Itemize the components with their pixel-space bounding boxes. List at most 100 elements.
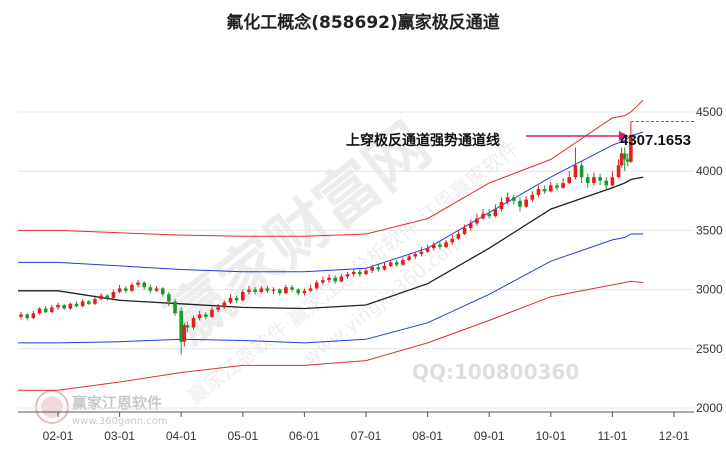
- candle-body: [598, 177, 602, 181]
- candle-body: [204, 314, 208, 317]
- candle-body: [370, 267, 374, 271]
- candle-body: [512, 197, 516, 201]
- candle-body: [364, 270, 368, 275]
- candle-body: [247, 289, 251, 292]
- x-tick-label: 04-01: [166, 429, 197, 443]
- logo-seal-inner-icon: [41, 396, 63, 418]
- candle-body: [622, 153, 627, 160]
- candle-body: [56, 304, 60, 308]
- candle-body: [425, 248, 430, 252]
- x-tick-label: 10-01: [535, 429, 566, 443]
- candle-body: [604, 180, 609, 186]
- candle-body: [50, 307, 54, 313]
- candle-body: [253, 289, 257, 292]
- candle-body: [626, 159, 630, 162]
- candle-body: [567, 177, 572, 184]
- candles: [19, 121, 633, 355]
- candle-body: [616, 165, 621, 178]
- candle-body: [37, 308, 42, 314]
- candle-body: [487, 213, 491, 217]
- y-tick-label: 2000: [696, 401, 723, 415]
- candle-body: [561, 183, 565, 188]
- channel-line-upper-outer: [18, 99, 644, 237]
- candle-body: [99, 295, 103, 300]
- annotation-arrowhead-icon: [618, 131, 629, 141]
- candle-body: [536, 188, 541, 195]
- candle-body: [579, 165, 584, 178]
- candle-body: [111, 291, 116, 298]
- candle-body: [314, 282, 319, 289]
- candle-body: [401, 260, 405, 265]
- candle-body: [241, 291, 245, 301]
- x-tick-label: 12-01: [659, 429, 690, 443]
- candle-body: [80, 301, 85, 307]
- candle-body: [185, 325, 190, 328]
- watermark-layer: 赢家财富网 赢家江恩软件 赢家江恩分析软件 江恩赢家软件 www.yingjia…: [35, 108, 579, 427]
- candle-body: [382, 265, 387, 270]
- candle-body: [431, 244, 436, 249]
- candle-body: [395, 262, 399, 265]
- candle-body: [499, 201, 504, 210]
- candle-body: [339, 276, 344, 282]
- candle-body: [160, 288, 165, 295]
- candle-body: [351, 271, 356, 275]
- candle-body: [444, 242, 448, 247]
- candle-body: [302, 290, 307, 294]
- watermark-qq: QQ:100800360: [412, 360, 579, 384]
- axes: 2000 2500 3000 3500 4000 4500 02-01 03-01 04-01 0…: [18, 105, 723, 443]
- candle-body: [542, 188, 547, 192]
- candle-body: [25, 314, 29, 319]
- y-tick-label: 2500: [696, 342, 723, 356]
- candle-body: [573, 165, 578, 178]
- candle-body: [296, 289, 301, 294]
- candle-body: [530, 194, 535, 200]
- x-tick-label: 02-01: [43, 429, 74, 443]
- candle-body: [333, 277, 337, 282]
- candle-body: [123, 288, 128, 291]
- candle-body: [327, 277, 331, 281]
- grid: [18, 111, 694, 409]
- candle-body: [413, 254, 418, 257]
- candle-body: [182, 325, 187, 342]
- candle-body: [197, 314, 202, 319]
- candle-body: [117, 288, 122, 292]
- candle-body: [462, 228, 467, 234]
- channel-line-middle: [18, 176, 644, 310]
- candle-body: [592, 177, 596, 184]
- candle-body: [271, 289, 276, 291]
- candle-body: [179, 310, 183, 342]
- candle-body: [130, 284, 134, 291]
- candle-body: [87, 301, 91, 304]
- logo-url: www.360gann.com: [72, 416, 168, 427]
- candle-body: [216, 307, 220, 310]
- candle-body: [549, 185, 553, 192]
- y-tick-label: 4500: [696, 105, 723, 119]
- candle-body: [345, 274, 350, 277]
- logo-text: 赢家江恩软件: [72, 394, 162, 412]
- candle-body: [585, 177, 590, 184]
- x-tick-label: 05-01: [227, 429, 258, 443]
- watermark-logo: 赢家江恩软件 www.360gann.com: [35, 390, 168, 427]
- candle-body: [475, 218, 479, 224]
- channel-line-lower-outer: [18, 280, 644, 391]
- candle-body: [228, 297, 233, 303]
- candle-body: [358, 271, 362, 275]
- annotation-layer: 上穿极反通道强势通道线 4307.1653: [346, 120, 694, 149]
- candle-body: [619, 153, 624, 166]
- candle-body: [31, 313, 36, 319]
- candle-body: [629, 134, 633, 162]
- candle-body: [136, 282, 140, 285]
- candle-body: [308, 288, 313, 291]
- channel-lines: [18, 99, 644, 391]
- y-tick-label: 3000: [696, 283, 723, 297]
- annotation-value: 4307.1653: [620, 132, 691, 149]
- candle-body: [468, 223, 473, 229]
- candle-body: [450, 238, 455, 243]
- candle-body: [148, 287, 153, 291]
- candle-body: [481, 213, 485, 219]
- candle-body: [167, 294, 171, 302]
- candle-body: [93, 299, 97, 304]
- candle-body: [74, 303, 79, 307]
- candle-body: [210, 309, 214, 317]
